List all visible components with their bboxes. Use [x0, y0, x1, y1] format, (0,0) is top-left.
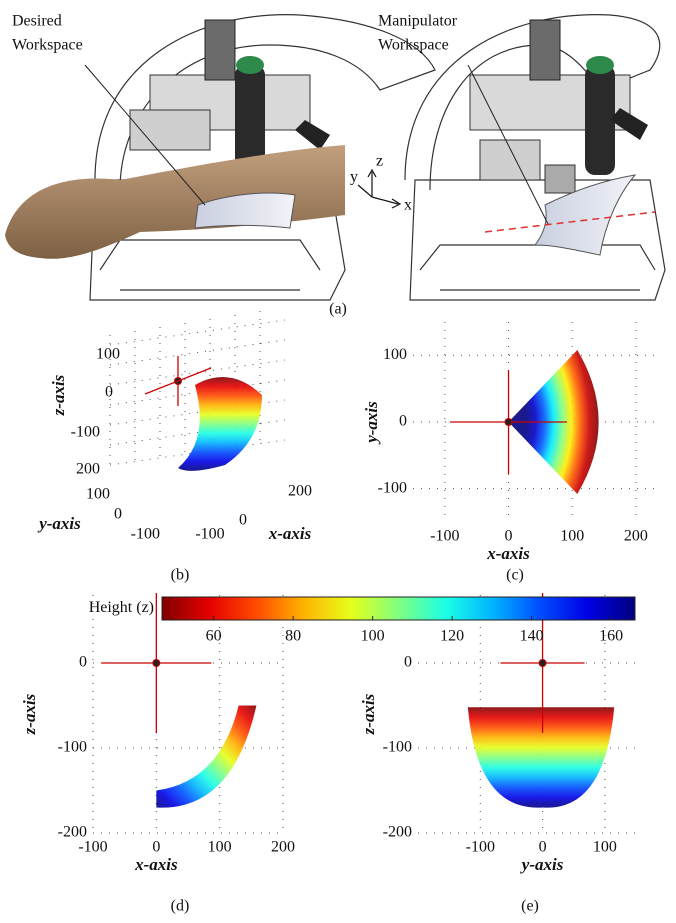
label-manip-1: Manipulator — [378, 13, 458, 30]
x-tick-label: 200 — [624, 528, 648, 545]
caption-e: (e) — [521, 898, 539, 915]
workspace-cloud — [467, 707, 615, 808]
z-tick-label: 100 — [96, 346, 120, 363]
x-tick-label: 0 — [505, 528, 513, 545]
grid-line — [109, 419, 286, 446]
caption-c: (c) — [506, 567, 524, 584]
z-tick-label: -100 — [71, 424, 100, 441]
x-tick-label: 100 — [560, 528, 584, 545]
grid-line — [109, 359, 286, 386]
x-tick-label: -100 — [466, 839, 495, 856]
label-desired-1: Desired — [12, 13, 62, 30]
axis-y: y — [350, 169, 358, 186]
z-tick-label: 0 — [105, 384, 113, 401]
x-tick-label: 200 — [271, 839, 295, 856]
axis-x: x — [404, 197, 412, 214]
y-tick-label: -100 — [383, 739, 412, 756]
y-axis-label: y-axis — [362, 401, 381, 445]
z-tick-label: 200 — [76, 461, 100, 478]
colorbar-tick-label: 160 — [599, 628, 623, 645]
device-right — [357, 14, 666, 301]
y-tick-label: -200 — [58, 824, 87, 841]
y-tick-label: -100 — [58, 739, 87, 756]
origin — [538, 659, 547, 667]
y-tick-label: 0 — [399, 413, 407, 430]
y-tick-label: 100 — [86, 486, 110, 503]
y-axis-label: z-axis — [359, 693, 378, 735]
y-tick-label: -100 — [131, 526, 160, 543]
y-tick-label: -200 — [383, 824, 412, 841]
grid-line — [109, 339, 286, 366]
caption-d: (d) — [171, 898, 190, 915]
y-tick-label: 0 — [79, 654, 87, 671]
colorbar-label: Height (z) — [89, 599, 154, 616]
grid-line — [109, 399, 286, 426]
y-axis-label: z-axis — [20, 693, 39, 735]
y-tick-label: -100 — [378, 479, 407, 496]
x-axis-label: y-axis — [520, 855, 564, 874]
crosshair — [144, 367, 212, 395]
x-tick-label: 100 — [208, 839, 232, 856]
z-axis-label: z-axis — [49, 374, 68, 416]
colorbar-tick-label: 100 — [361, 628, 385, 645]
x-axis-label: x-axis — [134, 855, 178, 874]
origin — [504, 418, 513, 426]
origin — [152, 659, 161, 667]
x-tick-label: -100 — [78, 839, 107, 856]
device-left — [5, 14, 436, 301]
colorbar-tick-label: 120 — [440, 628, 464, 645]
label-manip-2: Workspace — [378, 37, 449, 54]
label-desired-2: Workspace — [12, 37, 83, 54]
workspace-cloud — [156, 705, 257, 808]
colorbar-tick-label: 60 — [206, 628, 222, 645]
y-tick-label: 100 — [383, 346, 407, 363]
x-tick-label: 0 — [239, 512, 247, 529]
y-tick-label: 0 — [114, 506, 122, 523]
grid-line — [109, 319, 286, 346]
x-tick-label: 0 — [539, 839, 547, 856]
axis-z: z — [376, 153, 383, 170]
x-tick-label: -100 — [430, 528, 459, 545]
x-tick-label: 200 — [288, 483, 312, 500]
caption-a: (a) — [329, 301, 347, 318]
x-tick-label: 0 — [152, 839, 160, 856]
workspace-cloud — [178, 377, 262, 471]
y-tick-label: 0 — [404, 654, 412, 671]
colorbar — [161, 596, 636, 621]
x-axis-label: x-axis — [268, 524, 312, 543]
colorbar-tick-label: 140 — [520, 628, 544, 645]
caption-b: (b) — [171, 567, 190, 584]
colorbar-tick-label: 80 — [285, 628, 301, 645]
x-tick-label: 100 — [593, 839, 617, 856]
x-tick-label: -100 — [195, 526, 224, 543]
x-axis-label: x-axis — [486, 544, 530, 563]
y-axis-label: y-axis — [37, 514, 81, 533]
